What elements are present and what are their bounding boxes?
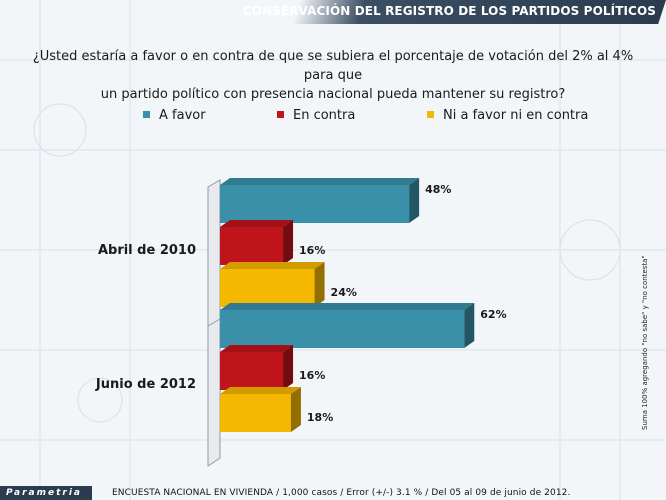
legend-swatch-ni-a-favor bbox=[427, 111, 434, 118]
side-note: Suma 100% agregando "no sabe" y "no cont… bbox=[641, 255, 649, 430]
category-label-0: Abril de 2010 bbox=[98, 243, 196, 258]
bar-side-0-2 bbox=[314, 262, 325, 307]
bar-1-1 bbox=[220, 352, 284, 390]
bar-side-0-0 bbox=[409, 178, 420, 223]
legend-item-a-favor: A favor bbox=[143, 108, 206, 123]
question-text: ¿Usted estaría a favor o en contra de qu… bbox=[20, 47, 646, 104]
chart-axis-divider bbox=[207, 318, 221, 327]
bar-top-0-1 bbox=[220, 220, 294, 227]
bar-value-label-1-1: 16% bbox=[299, 369, 325, 382]
legend: A favor En contra Ni a favor ni en contr… bbox=[0, 108, 666, 126]
bar-top-1-0 bbox=[220, 303, 475, 310]
bar-0-1 bbox=[220, 227, 284, 265]
bar-side-0-1 bbox=[283, 220, 294, 265]
header-title: CONSERVACIÓN DEL REGISTRO DE LOS PARTIDO… bbox=[242, 4, 656, 18]
bar-top-1-2 bbox=[220, 387, 301, 394]
legend-label-ni-a-favor: Ni a favor ni en contra bbox=[443, 108, 589, 123]
footer-logo: Parametria bbox=[0, 486, 92, 500]
question-line-1: ¿Usted estaría a favor o en contra de qu… bbox=[32, 49, 634, 83]
bar-top-1-1 bbox=[220, 345, 294, 352]
bar-value-label-0-0: 48% bbox=[425, 183, 451, 196]
bar-side-1-0 bbox=[464, 303, 475, 348]
bar-top-0-2 bbox=[220, 262, 325, 269]
legend-label-en-contra: En contra bbox=[293, 108, 356, 123]
legend-item-ni-a-favor: Ni a favor ni en contra bbox=[427, 108, 588, 123]
bar-side-1-2 bbox=[290, 387, 301, 432]
question-line-2: un partido político con presencia nacion… bbox=[100, 87, 566, 102]
bar-0-0 bbox=[220, 185, 410, 223]
bar-1-2 bbox=[220, 394, 291, 432]
legend-label-a-favor: A favor bbox=[159, 108, 206, 123]
bar-1-0 bbox=[220, 310, 465, 348]
bar-side-1-1 bbox=[283, 345, 294, 390]
footer-survey-text: ENCUESTA NACIONAL EN VIVIENDA / 1,000 ca… bbox=[112, 488, 571, 498]
legend-swatch-a-favor bbox=[143, 111, 150, 118]
bar-top-0-0 bbox=[220, 178, 420, 185]
bar-value-label-1-2: 18% bbox=[307, 411, 333, 424]
bar-value-label-0-2: 24% bbox=[331, 286, 357, 299]
bar-value-label-0-1: 16% bbox=[299, 244, 325, 257]
category-label-1: Junio de 2012 bbox=[95, 377, 196, 392]
bar-value-label-1-0: 62% bbox=[480, 308, 506, 321]
legend-item-en-contra: En contra bbox=[277, 108, 355, 123]
bar-0-2 bbox=[220, 269, 315, 307]
legend-swatch-en-contra bbox=[277, 111, 284, 118]
